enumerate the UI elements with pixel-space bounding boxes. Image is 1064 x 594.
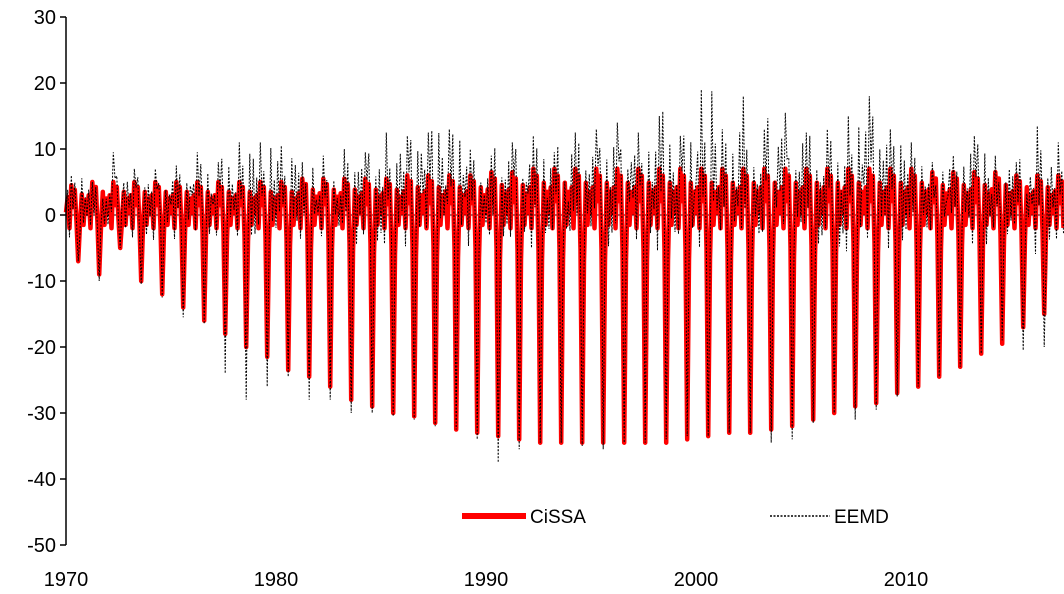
legend-label-cissa: CiSSA	[530, 507, 586, 528]
x-tick-label: 1990	[464, 569, 509, 591]
y-tick-label: -50	[27, 535, 56, 557]
x-tick-label: 1980	[254, 569, 299, 591]
series-line-cissa	[63, 166, 1064, 445]
y-tick-label: 30	[34, 7, 56, 29]
y-tick-label: 0	[45, 205, 56, 227]
series-line-eemd	[65, 89, 1064, 463]
x-tick-label: 2000	[674, 569, 719, 591]
y-tick-label: -30	[27, 403, 56, 425]
legend-label-eemd: EEMD	[834, 507, 889, 528]
x-tick-label: 1970	[44, 569, 89, 591]
y-tick-label: -40	[27, 469, 56, 491]
y-tick-label: -20	[27, 337, 56, 359]
y-tick-label: -10	[27, 271, 56, 293]
legend: CiSSA EEMD	[462, 507, 889, 528]
y-axis-ticks: 30 20 10 0 -10 -20 -30 -40 -50	[27, 7, 66, 557]
y-tick-label: 10	[34, 139, 56, 161]
x-tick-label: 2010	[884, 569, 929, 591]
x-axis-ticks: 1970 1980 1990 2000 2010	[44, 569, 929, 591]
plot-area	[63, 89, 1064, 463]
y-tick-label: 20	[34, 73, 56, 95]
